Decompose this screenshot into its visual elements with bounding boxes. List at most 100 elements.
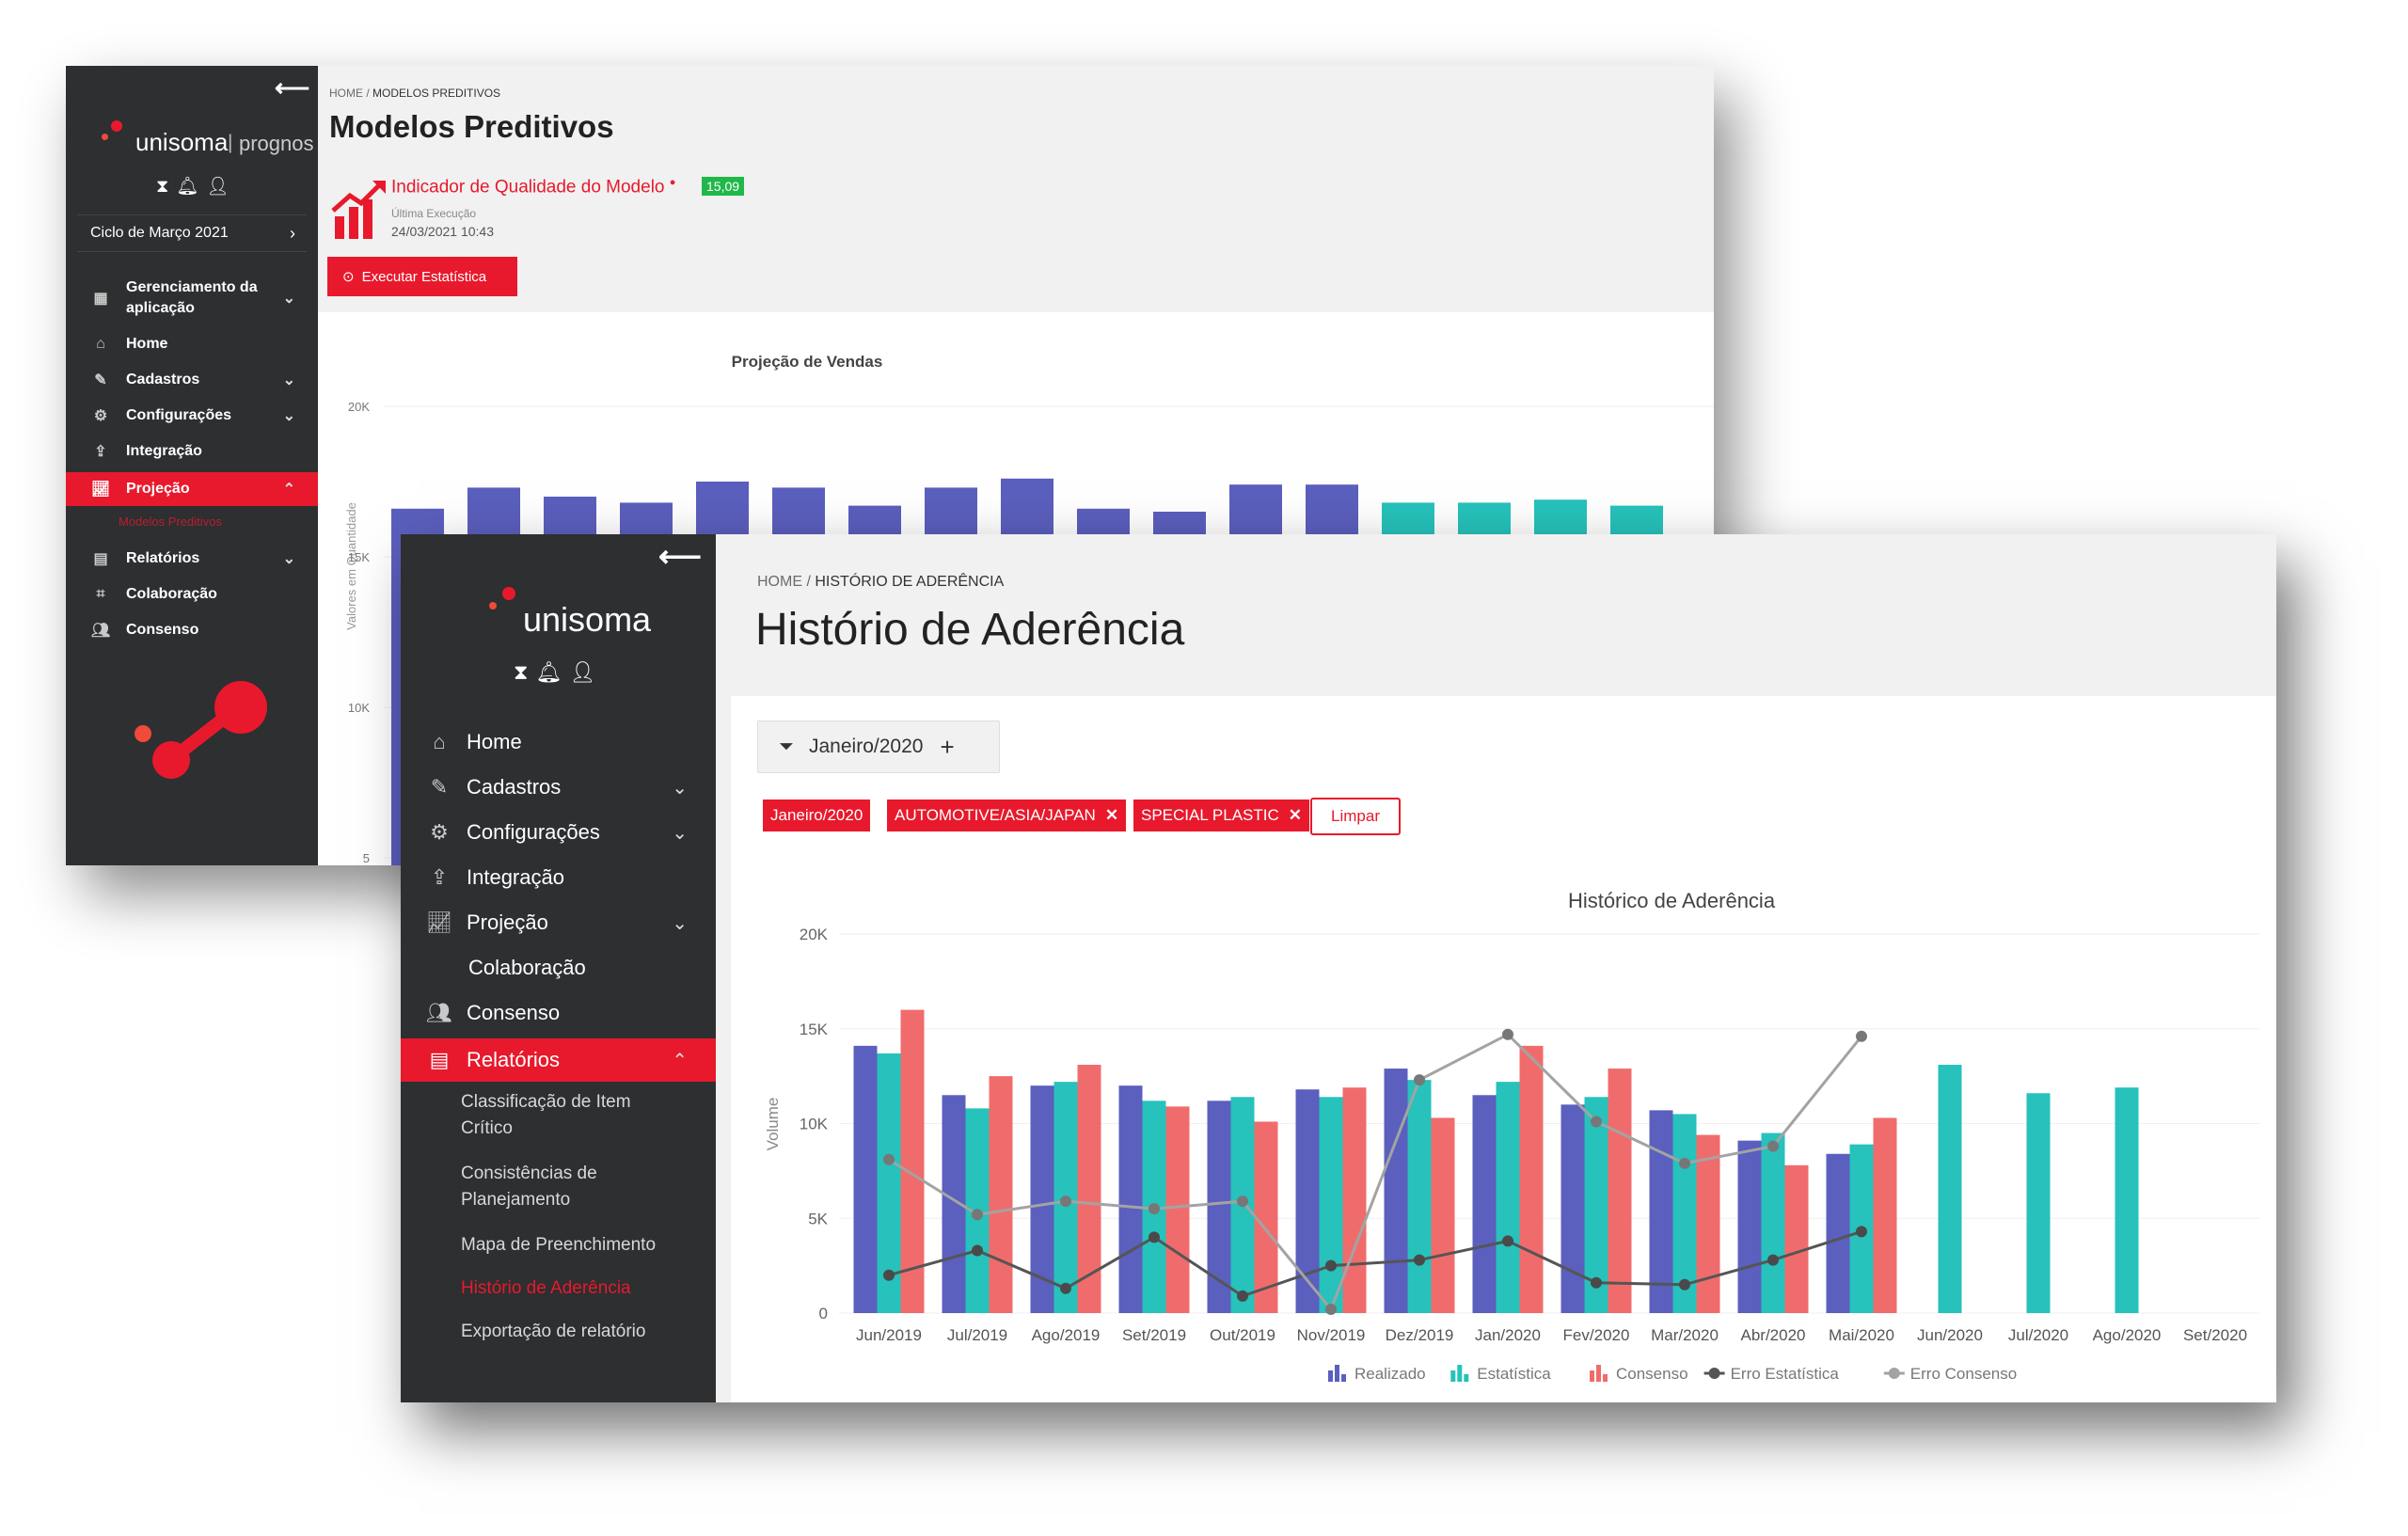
point-erro-estatistica xyxy=(1591,1276,1602,1289)
point-erro-consenso xyxy=(1856,1030,1867,1042)
point-erro-consenso xyxy=(1591,1116,1602,1128)
sidebar-item-integracao[interactable]: ⇪ Integração xyxy=(66,435,318,468)
sidebar-item-cadastros[interactable]: ✎ Cadastros ⌄ xyxy=(401,766,716,809)
sidebar-item-consenso[interactable]: 👥︎ Consenso xyxy=(66,613,318,647)
sidebar-item-home[interactable]: ⌂ Home xyxy=(66,327,318,361)
x-tick-label: Jun/2019 xyxy=(856,1326,922,1344)
x-tick-label: Set/2019 xyxy=(1122,1326,1186,1344)
bar-realizado xyxy=(1560,1104,1585,1313)
filter-chip-product[interactable]: SPECIAL PLASTIC ✕ xyxy=(1133,800,1310,831)
point-erro-estatistica xyxy=(1325,1259,1337,1272)
sidebar-item-cadastros[interactable]: ✎ Cadastros ⌄ xyxy=(66,363,318,397)
sidebar-subitem-mapa[interactable]: Mapa de Preenchimento xyxy=(461,1235,657,1255)
period-filter[interactable]: ⏷ Janeiro/2020 + xyxy=(757,720,1000,773)
hourglass-icon[interactable]: ⧗ xyxy=(514,660,536,684)
legend-item: Estatística xyxy=(1450,1365,1551,1383)
legend-item: Erro Estatística xyxy=(1703,1365,1839,1383)
bar-estatistica xyxy=(1584,1097,1608,1313)
plus-icon[interactable]: + xyxy=(940,732,955,761)
legend-label: Consenso xyxy=(1616,1365,1688,1383)
point-erro-consenso xyxy=(972,1209,983,1221)
sidebar-item-configuracoes[interactable]: ⚙ Configurações ⌄ xyxy=(401,811,716,854)
bar-consenso xyxy=(1431,1117,1455,1313)
sidebar-item-projecao[interactable]: 📈︎ Projeção ⌃ xyxy=(66,472,318,506)
logo-suffix: prognos xyxy=(239,132,314,155)
sidebar-item-colaboracao[interactable]: Colaboração xyxy=(468,956,586,979)
hourglass-icon[interactable]: ⧗ xyxy=(156,177,177,197)
y-tick-label: 10K xyxy=(800,1116,829,1133)
users-icon: 👥︎ xyxy=(90,623,111,639)
chevron-down-icon: ⌄ xyxy=(282,291,295,307)
run-statistics-button[interactable]: ⊙ Executar Estatística xyxy=(327,257,517,296)
home-icon: ⌂ xyxy=(96,336,105,352)
legend-swatch xyxy=(1457,1365,1463,1382)
point-erro-consenso xyxy=(883,1153,895,1165)
point-erro-consenso xyxy=(1679,1157,1690,1169)
legend-swatch xyxy=(1708,1368,1720,1379)
bar-consenso xyxy=(1254,1121,1278,1313)
y-axis-label: Volume xyxy=(764,1098,782,1151)
sidebar-item-projecao[interactable]: 📈︎ Projeção ⌄ xyxy=(401,901,716,944)
bell-icon[interactable]: 🔔︎ xyxy=(535,660,570,684)
chevron-right-icon: › xyxy=(290,223,295,243)
sidebar-item-colaboracao[interactable]: ⌗ Colaboração xyxy=(66,578,318,611)
point-erro-consenso xyxy=(1237,1196,1248,1208)
play-circle-icon: ⊙ xyxy=(342,269,355,285)
sidebar-item-relatorios[interactable]: ▤ Relatórios ⌄ xyxy=(66,542,318,576)
sidebar-item-configuracoes[interactable]: ⚙ Configurações ⌄ xyxy=(66,399,318,433)
sidebar-subitem-exportacao[interactable]: Exportação de relatório xyxy=(461,1322,646,1341)
bar-realizado xyxy=(1472,1095,1497,1313)
status-icons: ⧗🔔︎👤︎ xyxy=(156,175,237,198)
sidebar-item-relatorios[interactable]: ▤ Relatórios ⌃ xyxy=(401,1038,716,1082)
breadcrumb: HOME / MODELOS PREDITIVOS xyxy=(329,87,501,100)
legend-swatch xyxy=(1464,1374,1469,1382)
sidebar-subitem-consistencias[interactable]: Consistências de Planejamento xyxy=(461,1164,597,1210)
legend-label: Estatística xyxy=(1477,1365,1551,1383)
sidebar-subitem-modelos-preditivos[interactable]: Modelos Preditivos xyxy=(119,515,222,529)
filter-chip-region[interactable]: AUTOMOTIVE/ASIA/JAPAN ✕ xyxy=(887,800,1127,831)
user-icon[interactable]: 👤︎ xyxy=(206,177,237,197)
sitemap-icon: ⌗ xyxy=(96,586,105,602)
bell-icon[interactable]: 🔔︎ xyxy=(176,177,207,197)
legend-label: Realizado xyxy=(1354,1365,1426,1383)
x-tick-label: Fev/2020 xyxy=(1563,1326,1630,1344)
chevron-down-icon: ⌄ xyxy=(282,408,295,424)
x-tick-label: Dez/2019 xyxy=(1386,1326,1454,1344)
info-icon[interactable]: ● xyxy=(669,177,676,188)
collapse-arrow-icon[interactable]: ⟵ xyxy=(658,539,702,573)
close-icon[interactable]: ✕ xyxy=(1288,806,1303,824)
quality-indicator-badge: 15,09 xyxy=(702,177,745,196)
sidebar-subitem-classificacao[interactable]: Classificação de Item Crítico xyxy=(461,1092,631,1138)
sidebar-item-consenso[interactable]: 👥︎ Consenso xyxy=(401,991,716,1035)
bar-realizado xyxy=(1649,1110,1673,1313)
collapse-arrow-icon[interactable]: ⟵ xyxy=(275,73,310,102)
point-erro-estatistica xyxy=(1767,1254,1779,1266)
breadcrumb: HOME / HISTÓRIO DE ADERÊNCIA xyxy=(757,574,1005,590)
chevron-down-icon: ⌄ xyxy=(672,822,688,844)
page-title: Modelos Preditivos xyxy=(329,109,614,144)
x-tick-label: Nov/2019 xyxy=(1297,1326,1366,1344)
sidebar-item-gerenciamento[interactable]: ▦ Gerenciamento da aplicação ⌄ xyxy=(66,275,318,322)
user-icon[interactable]: 👤︎ xyxy=(569,660,604,684)
chevron-down-icon: ⌄ xyxy=(282,372,295,388)
legend-swatch xyxy=(1335,1365,1339,1382)
x-tick-label: Out/2019 xyxy=(1210,1326,1275,1344)
close-icon[interactable]: ✕ xyxy=(1104,806,1119,824)
bar-estatistica xyxy=(1319,1097,1343,1313)
sidebar-subitem-historio-aderencia[interactable]: Histório de Aderência xyxy=(461,1278,631,1298)
growth-chart-icon xyxy=(331,181,386,239)
sidebar-item-home[interactable]: ⌂ Home xyxy=(401,720,716,764)
gears-icon: ⚙ xyxy=(93,408,108,424)
cycle-selector[interactable]: Ciclo de Março 2021 › xyxy=(77,214,307,252)
line-chart-icon: 📈︎ xyxy=(90,482,111,498)
upload-icon: ⇪ xyxy=(94,444,107,460)
point-erro-estatistica xyxy=(972,1244,983,1257)
bar-consenso xyxy=(1342,1087,1367,1313)
legend-swatch xyxy=(1341,1374,1346,1382)
point-erro-consenso xyxy=(1414,1074,1425,1086)
x-tick-label: Set/2020 xyxy=(2183,1326,2247,1344)
filter-chip-period[interactable]: Janeiro/2020 xyxy=(763,800,871,831)
y-tick-label: 20K xyxy=(348,400,370,414)
sidebar-item-integracao[interactable]: ⇪ Integração xyxy=(401,856,716,899)
clear-filters-button[interactable]: Limpar xyxy=(1310,798,1401,835)
